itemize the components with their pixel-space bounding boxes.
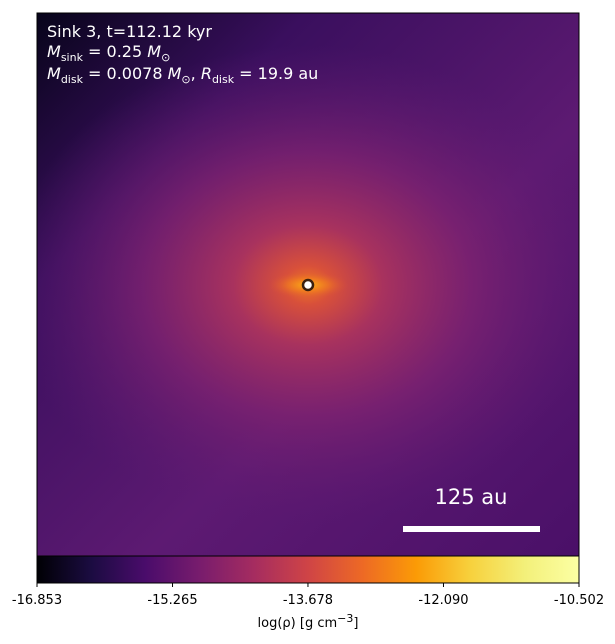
colorbar [36,555,580,584]
scale-bar [403,526,540,532]
colorbar-tick-label: -10.502 [554,593,604,608]
colorbar-tick-label: -13.678 [283,593,333,608]
colorbar-tick-label: -16.853 [12,593,62,608]
annotation: Sink 3, t=112.12 kyr [47,22,212,41]
colorbar-tick-label: -12.090 [418,593,468,608]
sink-marker [301,278,315,292]
scale-bar-label: 125 au [435,485,508,509]
annotation: Mdisk = 0.0078 M⊙, Rdisk = 19.9 au [47,64,318,86]
colorbar-label: log(ρ) [g cm−3] [258,612,359,631]
colorbar-tick-label: -15.265 [147,593,197,608]
annotation: Msink = 0.25 M⊙ [47,42,170,64]
